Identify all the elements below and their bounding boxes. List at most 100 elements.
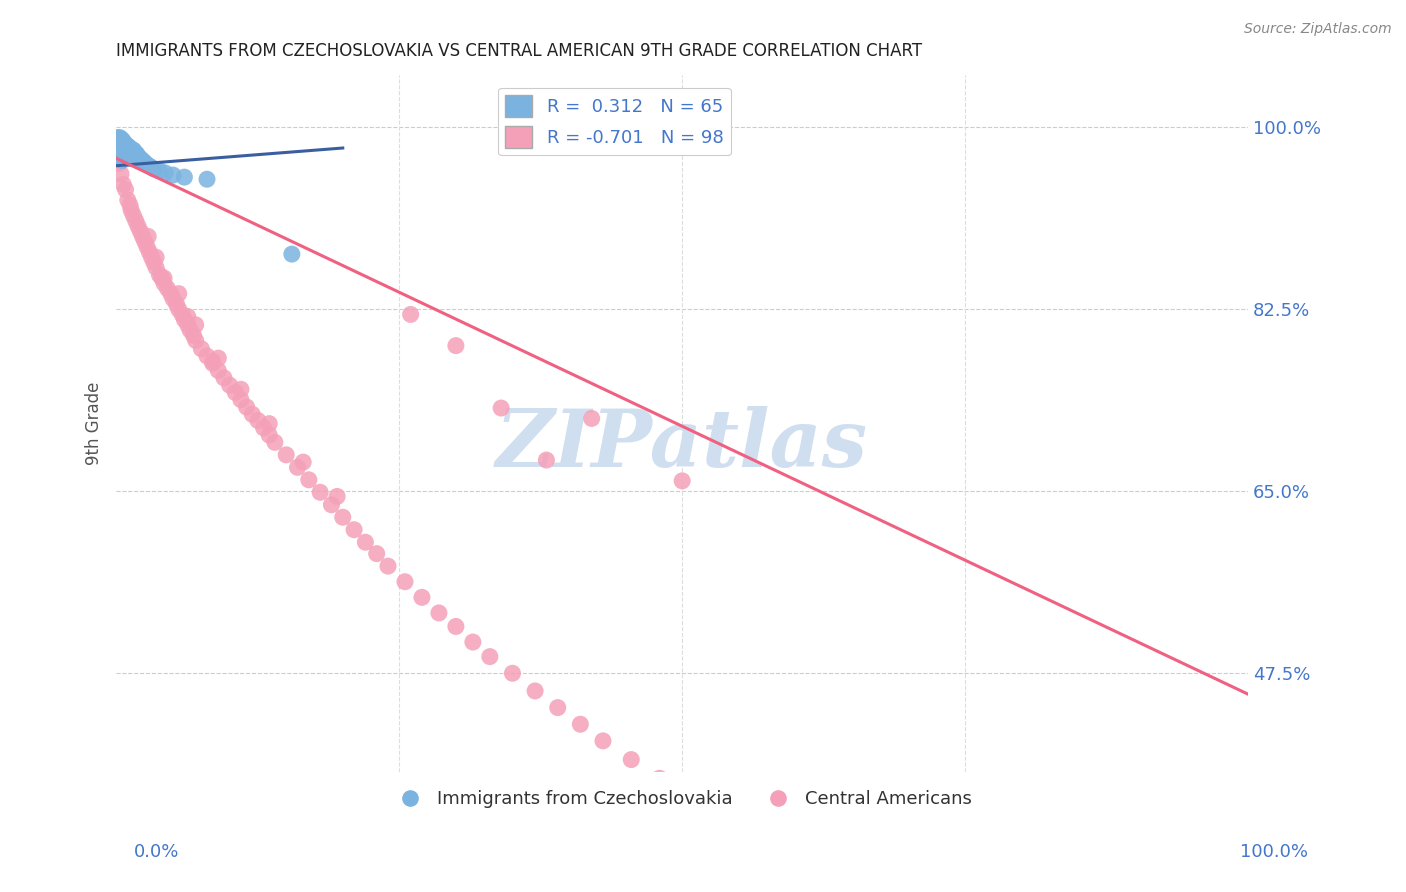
Point <box>166 297 188 311</box>
Point <box>292 455 315 469</box>
Point <box>114 137 136 152</box>
Point <box>110 133 132 147</box>
Point <box>121 149 143 163</box>
Point <box>107 139 129 153</box>
Point <box>120 141 142 155</box>
Point <box>112 136 135 150</box>
Point <box>190 342 212 356</box>
Point <box>127 219 149 233</box>
Point <box>120 145 142 160</box>
Point <box>107 136 129 150</box>
Point <box>366 547 388 561</box>
Point <box>110 167 132 181</box>
Point <box>444 619 467 633</box>
Text: Source: ZipAtlas.com: Source: ZipAtlas.com <box>1244 22 1392 37</box>
Point <box>115 139 138 153</box>
Point <box>114 183 136 197</box>
Point <box>461 635 484 649</box>
Point <box>177 318 200 332</box>
Y-axis label: 9th Grade: 9th Grade <box>86 382 103 466</box>
Point <box>240 407 263 421</box>
Legend: Immigrants from Czechoslovakia, Central Americans: Immigrants from Czechoslovakia, Central … <box>385 783 980 815</box>
Point <box>121 143 143 157</box>
Point <box>134 235 156 249</box>
Point <box>111 145 134 160</box>
Point <box>136 158 159 172</box>
Point <box>110 147 132 161</box>
Point <box>620 753 643 767</box>
Point <box>108 136 131 150</box>
Point <box>195 349 218 363</box>
Point <box>110 152 132 166</box>
Point <box>524 684 547 698</box>
Point <box>246 413 269 427</box>
Point <box>177 310 200 324</box>
Point <box>111 153 134 168</box>
Point <box>309 485 332 500</box>
Point <box>117 147 139 161</box>
Point <box>107 130 129 145</box>
Point <box>751 832 773 847</box>
Point <box>139 160 162 174</box>
Point <box>134 155 156 169</box>
Point <box>287 460 309 475</box>
Point <box>118 146 141 161</box>
Point <box>184 334 207 348</box>
Point <box>117 139 139 153</box>
Point <box>108 146 131 161</box>
Point <box>326 490 349 504</box>
Point <box>229 382 252 396</box>
Point <box>136 229 159 244</box>
Point <box>785 854 807 868</box>
Point <box>112 152 135 166</box>
Point <box>444 338 467 352</box>
Point <box>117 152 139 166</box>
Point <box>257 417 280 431</box>
Point <box>153 166 176 180</box>
Point <box>136 240 159 254</box>
Point <box>141 250 163 264</box>
Point <box>592 734 614 748</box>
Point <box>120 152 142 166</box>
Point <box>201 354 224 368</box>
Point <box>117 193 139 207</box>
Point <box>114 147 136 161</box>
Point <box>108 141 131 155</box>
Point <box>184 318 207 332</box>
Text: ZIPatlas: ZIPatlas <box>496 406 869 483</box>
Point <box>142 161 165 176</box>
Point <box>489 401 512 415</box>
Point <box>179 323 201 337</box>
Point <box>125 146 148 161</box>
Point <box>427 606 450 620</box>
Point <box>111 133 134 147</box>
Point <box>124 145 146 160</box>
Text: 100.0%: 100.0% <box>1240 843 1308 861</box>
Point <box>716 813 738 827</box>
Point <box>156 281 179 295</box>
Point <box>110 139 132 153</box>
Point <box>201 356 224 370</box>
Point <box>111 136 134 151</box>
Point <box>120 198 142 212</box>
Point <box>120 147 142 161</box>
Point <box>581 411 603 425</box>
Point <box>148 268 170 282</box>
Point <box>145 260 167 275</box>
Point <box>478 649 501 664</box>
Point <box>195 172 218 186</box>
Point <box>172 307 194 321</box>
Point <box>108 130 131 145</box>
Point <box>115 144 138 158</box>
Point <box>117 143 139 157</box>
Point <box>298 473 321 487</box>
Point <box>343 523 366 537</box>
Point <box>142 255 165 269</box>
Point <box>399 307 422 321</box>
Text: 0.0%: 0.0% <box>134 843 179 861</box>
Point <box>162 292 184 306</box>
Point <box>122 143 145 157</box>
Point <box>224 385 246 400</box>
Point <box>148 164 170 178</box>
Point <box>150 271 173 285</box>
